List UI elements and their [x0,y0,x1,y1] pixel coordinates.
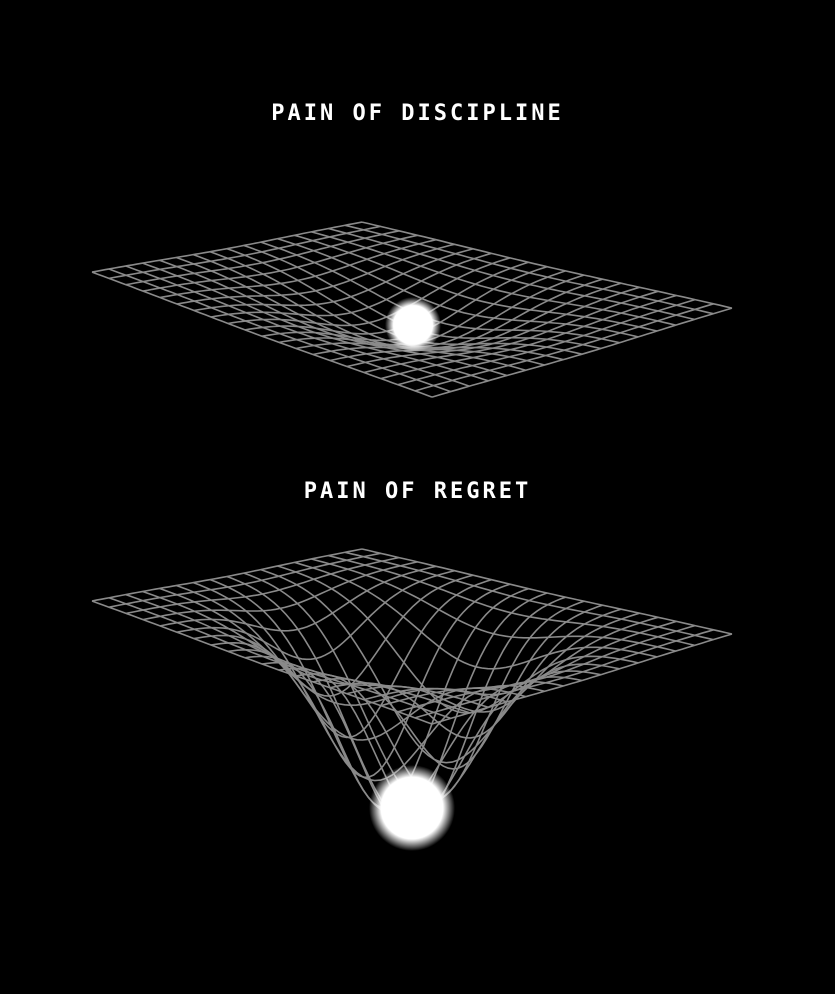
grid-line [159,259,508,377]
grid-line [311,558,676,652]
grid-line [91,221,363,273]
grid-line [260,568,620,764]
grid-line [193,574,474,697]
sphere-small [385,297,441,353]
grid-line [311,231,676,326]
pain-of-discipline-title: PAIN OF DISCIPLINE [271,101,564,126]
shallow-well-grid [91,221,733,398]
sphere-large [369,765,455,851]
grid-line [344,551,714,641]
grid-line [294,561,658,670]
grid-line [159,565,437,632]
grid-line [125,593,470,714]
grid-line [277,237,639,338]
grid-line [328,227,695,321]
grid-line [159,238,437,299]
grid-line [108,225,381,280]
grid-line [159,587,508,707]
pain-of-regret-title: PAIN OF REGRET [303,479,532,504]
grid-line [227,583,511,779]
grid-line [328,554,695,647]
grid-line [193,253,545,366]
grid-line [91,271,433,398]
grid-line [142,590,489,709]
grid-line [91,600,433,725]
grid-line [294,234,658,332]
grid-line [193,581,545,782]
grid-line [108,552,381,608]
grid-line [125,265,470,387]
deep-well-illustration [0,530,835,880]
grid-line [176,256,527,372]
grid-line [142,262,489,382]
grid-line [361,548,733,635]
grid-line [277,565,639,714]
grid-line [361,221,733,309]
grid-line [176,584,527,741]
grid-line [344,224,714,315]
grid-line [108,268,452,393]
grid-line [414,629,714,719]
shallow-well-illustration [0,200,835,430]
grid-line [108,597,452,720]
grid-line [209,250,564,361]
deep-well-grid [91,548,733,851]
grid-line [431,307,733,398]
